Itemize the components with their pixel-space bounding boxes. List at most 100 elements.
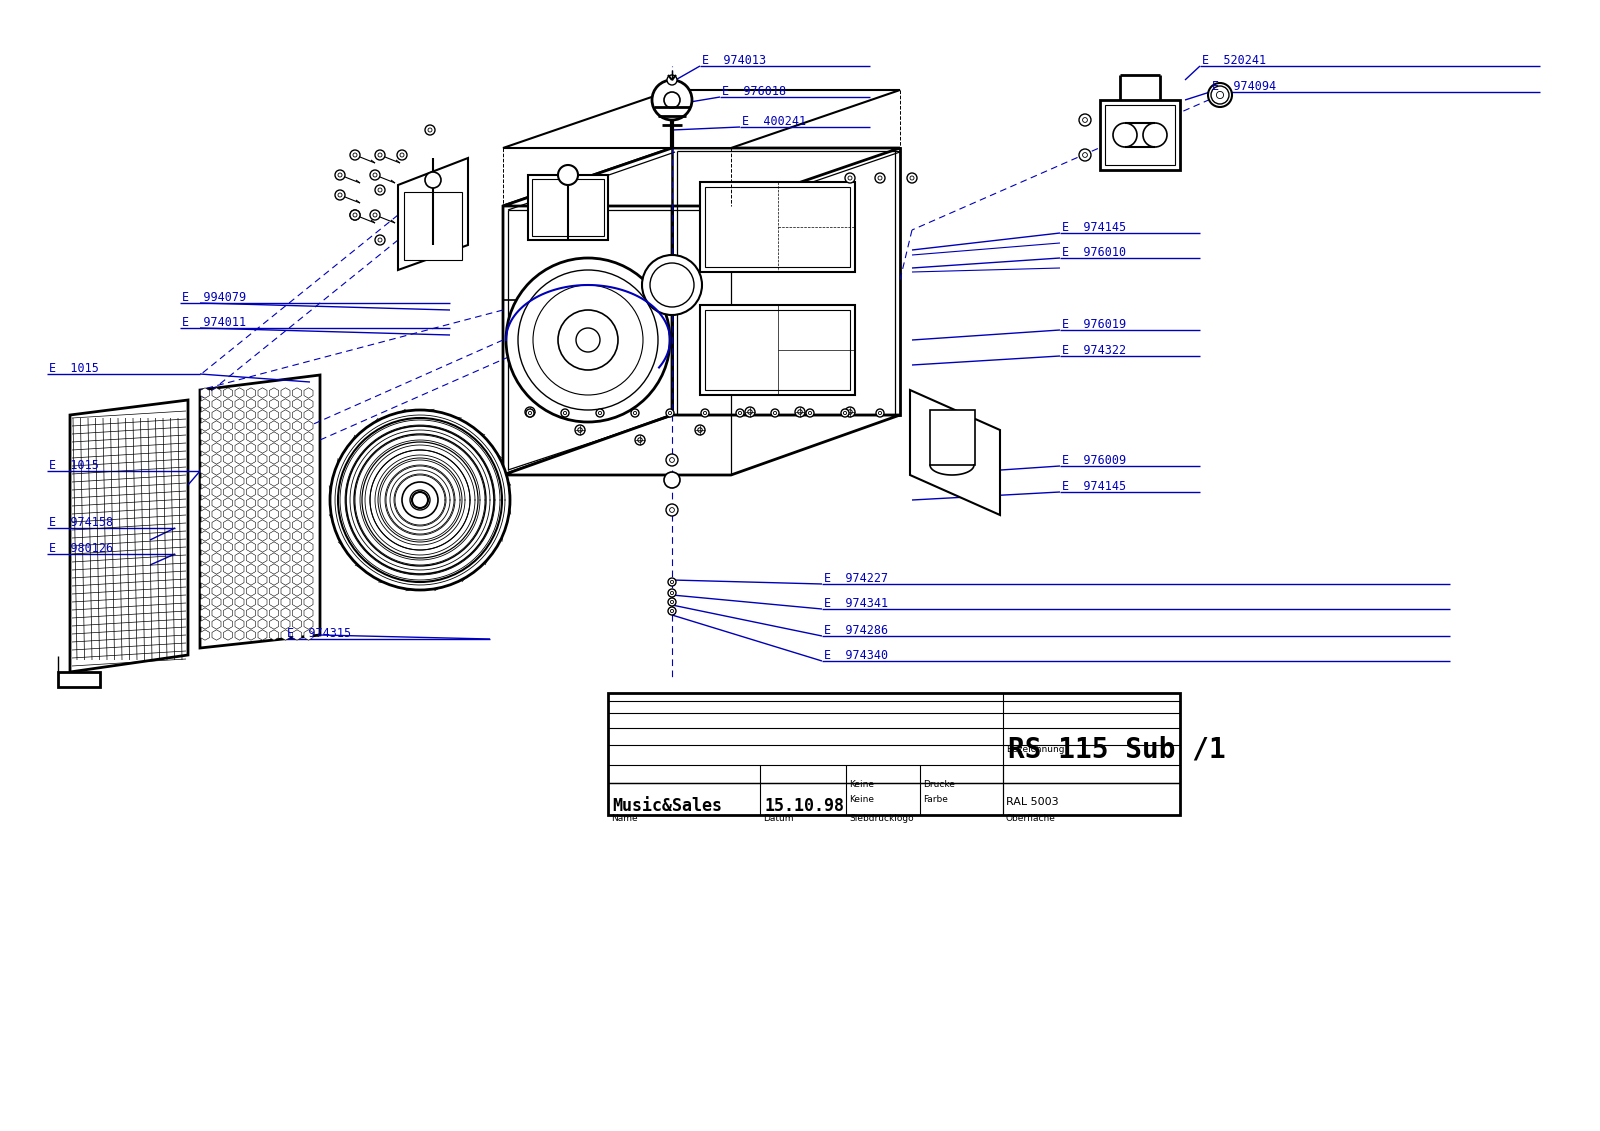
Circle shape [334, 190, 346, 200]
Bar [1106, 105, 1174, 165]
Polygon shape [211, 465, 221, 475]
Polygon shape [258, 520, 267, 530]
Polygon shape [211, 399, 221, 409]
Polygon shape [304, 409, 314, 421]
Polygon shape [304, 563, 314, 575]
Polygon shape [224, 509, 232, 519]
Polygon shape [211, 421, 221, 431]
Text: E  974227: E 974227 [824, 572, 888, 585]
Circle shape [373, 213, 378, 217]
Bar [706, 187, 850, 267]
Polygon shape [304, 486, 314, 498]
Circle shape [1216, 92, 1224, 98]
Polygon shape [211, 630, 221, 640]
Circle shape [1114, 123, 1138, 147]
Circle shape [378, 153, 382, 157]
Circle shape [330, 411, 510, 590]
Circle shape [338, 173, 342, 176]
Polygon shape [200, 409, 210, 421]
Polygon shape [246, 597, 256, 607]
Circle shape [747, 409, 752, 414]
Polygon shape [293, 607, 301, 619]
Circle shape [528, 409, 533, 414]
Polygon shape [224, 542, 232, 552]
Polygon shape [282, 443, 290, 454]
Text: E  994079: E 994079 [182, 291, 246, 304]
Circle shape [1208, 83, 1232, 107]
Circle shape [701, 409, 709, 417]
Polygon shape [502, 415, 899, 475]
Polygon shape [304, 399, 314, 409]
Polygon shape [282, 476, 290, 486]
Polygon shape [200, 619, 210, 629]
Polygon shape [293, 586, 301, 596]
Text: E  976018: E 976018 [722, 85, 786, 98]
Polygon shape [282, 607, 290, 619]
Polygon shape [235, 421, 245, 431]
Circle shape [350, 210, 360, 221]
Circle shape [378, 458, 462, 542]
Polygon shape [282, 630, 290, 640]
Text: Keine: Keine [850, 795, 874, 804]
Polygon shape [235, 553, 245, 563]
Polygon shape [304, 498, 314, 508]
Circle shape [698, 428, 702, 432]
Circle shape [558, 310, 618, 370]
Text: E  1015: E 1015 [50, 459, 99, 472]
Circle shape [666, 454, 678, 466]
Polygon shape [235, 388, 245, 398]
Polygon shape [282, 575, 290, 585]
Circle shape [370, 170, 381, 180]
Circle shape [907, 173, 917, 183]
Polygon shape [235, 607, 245, 619]
Polygon shape [235, 409, 245, 421]
Circle shape [664, 92, 680, 107]
Circle shape [798, 409, 802, 414]
Polygon shape [211, 619, 221, 629]
Polygon shape [235, 486, 245, 498]
Polygon shape [211, 454, 221, 464]
Polygon shape [282, 586, 290, 596]
Circle shape [426, 172, 442, 188]
Polygon shape [200, 520, 210, 530]
Polygon shape [304, 509, 314, 519]
Text: E  974286: E 974286 [824, 624, 888, 637]
Polygon shape [211, 607, 221, 619]
Polygon shape [293, 432, 301, 442]
Circle shape [666, 409, 674, 417]
Circle shape [528, 412, 531, 415]
Polygon shape [200, 454, 210, 464]
Polygon shape [293, 409, 301, 421]
Circle shape [1083, 153, 1088, 157]
Polygon shape [200, 563, 210, 575]
Polygon shape [269, 509, 278, 519]
Polygon shape [224, 553, 232, 563]
Circle shape [739, 412, 742, 415]
Text: E  1015: E 1015 [50, 362, 99, 375]
Circle shape [667, 75, 677, 85]
Polygon shape [224, 597, 232, 607]
Polygon shape [224, 432, 232, 442]
Polygon shape [211, 530, 221, 542]
Text: E  974094: E 974094 [1213, 80, 1277, 93]
Circle shape [670, 580, 674, 584]
Circle shape [771, 409, 779, 417]
Circle shape [533, 285, 643, 395]
Polygon shape [258, 619, 267, 629]
Polygon shape [293, 619, 301, 629]
Polygon shape [269, 409, 278, 421]
Polygon shape [258, 586, 267, 596]
Polygon shape [269, 443, 278, 454]
Polygon shape [293, 498, 301, 508]
Polygon shape [246, 498, 256, 508]
Circle shape [653, 80, 691, 120]
Polygon shape [235, 443, 245, 454]
Polygon shape [224, 443, 232, 454]
Polygon shape [304, 443, 314, 454]
Circle shape [669, 598, 675, 606]
Polygon shape [293, 630, 301, 640]
Polygon shape [269, 421, 278, 431]
Polygon shape [235, 619, 245, 629]
Polygon shape [211, 597, 221, 607]
Polygon shape [282, 619, 290, 629]
